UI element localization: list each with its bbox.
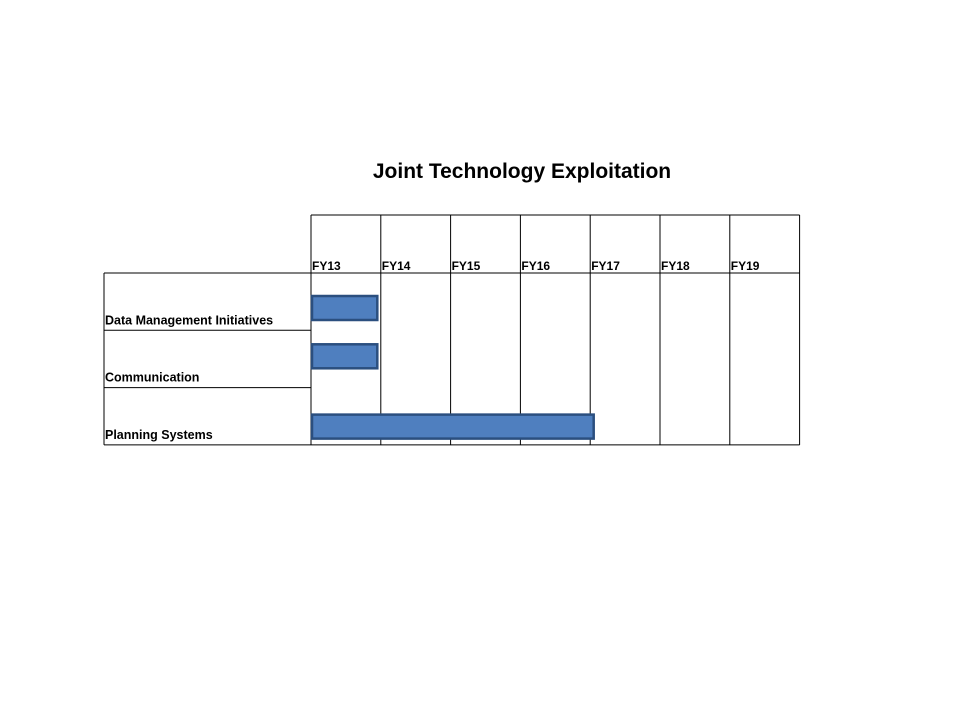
task-bar <box>310 413 595 440</box>
period-label: FY16 <box>521 259 550 273</box>
chart-title: Joint Technology Exploitation <box>372 160 672 183</box>
task-label: Planning Systems <box>105 428 213 442</box>
task-bar <box>310 343 379 370</box>
task-label: Data Management Initiatives <box>105 313 273 327</box>
task-bar <box>310 294 379 322</box>
period-label: FY13 <box>312 259 341 273</box>
period-label: FY17 <box>591 259 620 273</box>
period-label: FY14 <box>382 259 411 273</box>
period-label: FY18 <box>661 259 690 273</box>
period-label: FY19 <box>731 259 760 273</box>
period-label: FY15 <box>452 259 481 273</box>
task-label: Communication <box>105 371 199 385</box>
